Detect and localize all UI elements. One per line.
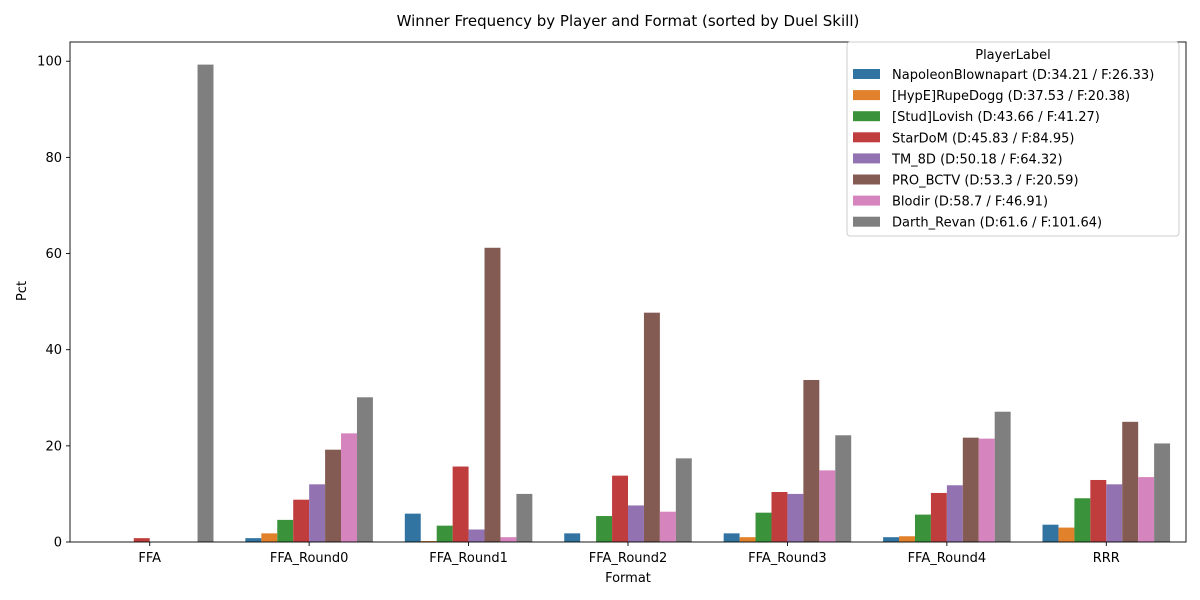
legend-swatch-6 [853, 195, 880, 206]
bar-6-1 [341, 433, 357, 542]
legend-swatch-7 [853, 216, 880, 227]
bar-6-5 [978, 438, 995, 542]
bar-7-5 [994, 411, 1011, 542]
y-tick-label-4: 80 [45, 151, 62, 166]
y-tick-label-5: 100 [37, 55, 62, 70]
bar-0-1 [245, 538, 262, 542]
legend-label-7: Darth_Revan (D:61.6 / F:101.64) [892, 216, 1102, 231]
bar-6-2 [500, 537, 517, 542]
legend-swatch-0 [853, 69, 880, 79]
bar-1-5 [899, 536, 915, 542]
bar-7-6 [1154, 443, 1171, 542]
x-tick-label-3: FFA_Round2 [589, 551, 668, 566]
bar-5-6 [1122, 421, 1139, 542]
bar-3-0 [133, 538, 150, 542]
bar-7-1 [356, 397, 373, 542]
bar-4-3 [628, 505, 644, 542]
bar-2-6 [1074, 498, 1091, 542]
legend-swatch-4 [853, 153, 880, 164]
x-tick-label-2: FFA_Round1 [429, 551, 508, 566]
bar-1-4 [739, 537, 756, 542]
x-tick-label-0: FFA [138, 551, 161, 566]
x-tick-label-6: RRR [1093, 551, 1120, 566]
legend-label-4: TM_8D (D:50.18 / F:64.32) [891, 152, 1063, 167]
y-tick-label-1: 20 [45, 439, 62, 454]
y-axis-label: Pct [15, 281, 30, 301]
y-tick-label-2: 40 [45, 343, 62, 358]
bar-6-6 [1138, 477, 1155, 542]
legend-swatch-1 [853, 90, 880, 101]
bar-4-1 [309, 484, 326, 542]
bar-0-5 [883, 537, 900, 542]
bar-7-0 [197, 64, 214, 542]
bar-3-6 [1090, 479, 1107, 542]
bar-5-5 [962, 437, 979, 542]
legend-title: PlayerLabel [975, 48, 1051, 63]
bar-3-4 [771, 492, 788, 542]
legend-label-0: NapoleonBlownapart (D:34.21 / F:26.33) [892, 68, 1154, 83]
legend-label-3: StarDoM (D:45.83 / F:84.95) [892, 131, 1074, 146]
bar-5-4 [803, 379, 820, 542]
bar-4-5 [946, 485, 963, 542]
x-axis-label: Format [605, 571, 651, 586]
bar-0-2 [404, 513, 421, 542]
bar-2-4 [755, 512, 772, 542]
legend-swatch-5 [853, 174, 880, 185]
legend-swatch-3 [853, 132, 880, 143]
legend-swatch-2 [853, 111, 880, 122]
bar-1-1 [261, 533, 278, 542]
x-tick-label-5: FFA_Round4 [908, 551, 987, 566]
bar-2-3 [596, 516, 613, 542]
bar-1-6 [1058, 527, 1075, 542]
bar-5-3 [643, 312, 660, 542]
y-tick-label-3: 60 [45, 247, 62, 262]
bar-2-5 [914, 514, 931, 542]
bar-4-4 [787, 493, 804, 542]
bar-3-2 [452, 466, 469, 542]
bar-5-2 [484, 247, 501, 542]
bar-3-3 [612, 475, 628, 542]
bar-7-4 [835, 435, 852, 542]
bar-6-3 [659, 511, 676, 542]
bar-7-3 [675, 458, 692, 542]
bar-0-6 [1042, 524, 1059, 542]
bar-0-3 [564, 533, 581, 542]
x-tick-label-4: FFA_Round3 [748, 551, 827, 566]
y-tick-label-0: 0 [54, 536, 62, 551]
legend-label-2: [Stud]Lovish (D:43.66 / F:41.27) [892, 110, 1100, 125]
bar-4-2 [468, 529, 485, 542]
legend-box [846, 41, 1180, 237]
bar-0-4 [723, 533, 740, 542]
bars-layer [133, 64, 1171, 542]
bar-6-4 [819, 470, 836, 542]
bar-1-2 [420, 541, 437, 542]
bar-2-1 [277, 519, 294, 542]
legend-label-1: [HypE]RupeDogg (D:37.53 / F:20.38) [892, 89, 1130, 104]
legend-label-5: PRO_BCTV (D:53.3 / F:20.59) [892, 174, 1079, 189]
x-tick-label-1: FFA_Round0 [270, 551, 349, 566]
legend-label-6: Blodir (D:58.7 / F:46.91) [892, 195, 1048, 210]
axes-layer: 0 20 40 60 80 100 FFA FFA_Round0 FFA_Round1 FFA_R… [37, 41, 1187, 566]
bar-4-6 [1106, 484, 1123, 542]
bar-7-2 [516, 493, 533, 542]
bar-5-1 [325, 449, 342, 542]
bar-3-5 [930, 492, 947, 542]
legend: PlayerLabel NapoleonBlownapart (D:34.21 /… [846, 41, 1180, 237]
bar-2-2 [436, 525, 453, 542]
chart-title: Winner Frequency by Player and Format (s… [397, 12, 860, 30]
bar-3-1 [293, 499, 310, 542]
